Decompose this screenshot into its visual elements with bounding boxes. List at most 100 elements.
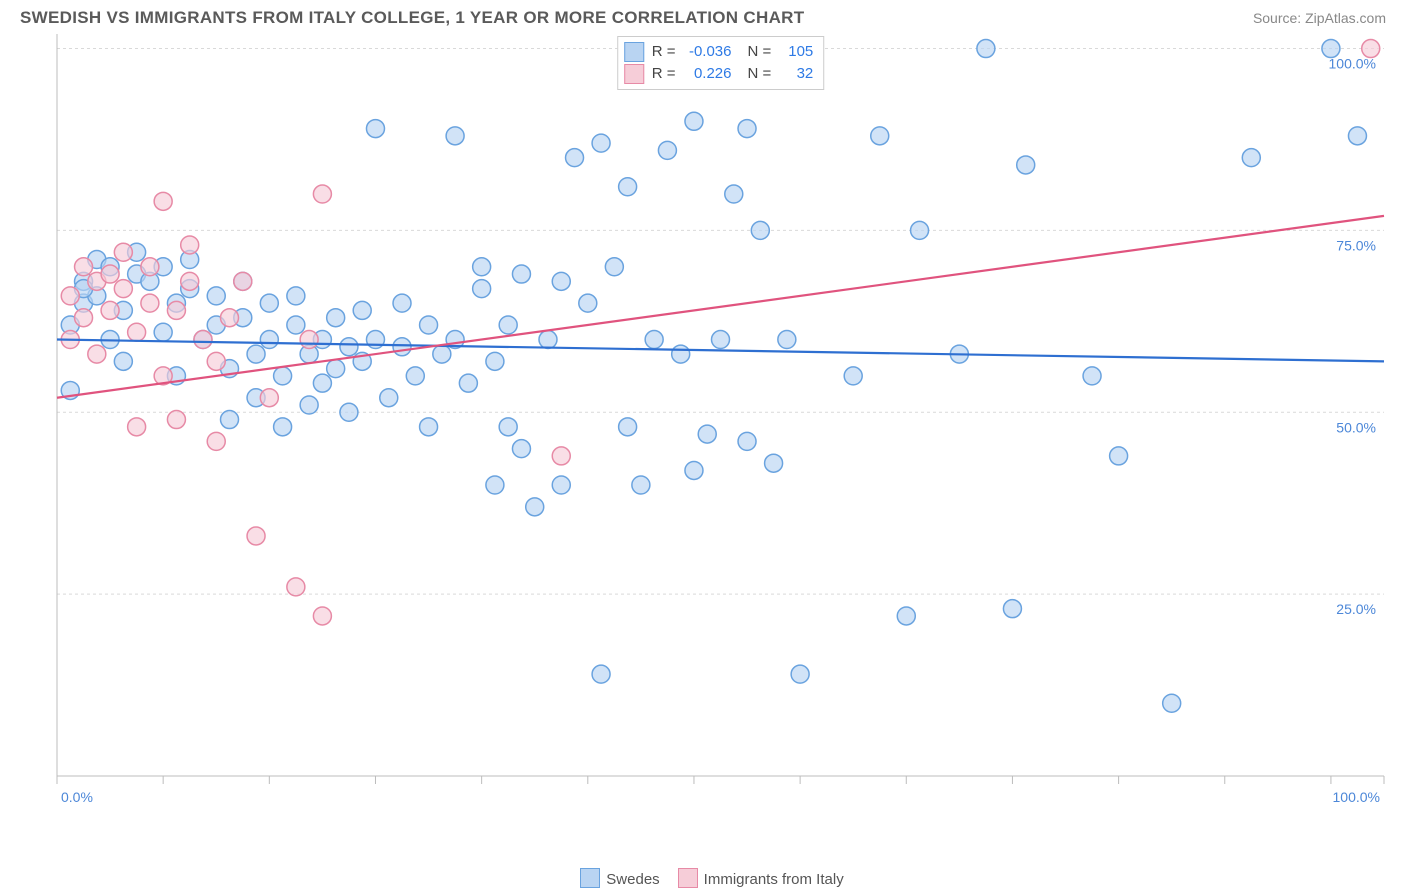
italy-point (260, 389, 278, 407)
swedes-point (685, 112, 703, 130)
swedes-point (207, 287, 225, 305)
swedes-point (552, 272, 570, 290)
swedes-point (247, 345, 265, 363)
swedes-point (486, 476, 504, 494)
legend-label: Swedes (606, 871, 659, 888)
legend-swatch (624, 64, 644, 84)
swedes-point (632, 476, 650, 494)
italy-point (207, 352, 225, 370)
swedes-point (287, 287, 305, 305)
swedes-point (486, 352, 504, 370)
swedes-point (738, 432, 756, 450)
swedes-point (353, 301, 371, 319)
italy-point (75, 258, 93, 276)
swedes-point (459, 374, 477, 392)
n-label: N = (748, 41, 772, 63)
italy-point (221, 309, 239, 327)
swedes-point (473, 258, 491, 276)
swedes-point (433, 345, 451, 363)
swedes-point (287, 316, 305, 334)
swedes-point (114, 352, 132, 370)
swedes-point (579, 294, 597, 312)
swedes-point (260, 294, 278, 312)
swedes-point (1003, 600, 1021, 618)
italy-point (552, 447, 570, 465)
swedes-point (712, 331, 730, 349)
r-value: -0.036 (684, 41, 732, 63)
swedes-point (844, 367, 862, 385)
italy-point (1362, 40, 1380, 58)
italy-point (181, 236, 199, 254)
swedes-point (738, 120, 756, 138)
italy-point (61, 287, 79, 305)
swedes-point (420, 418, 438, 436)
corr-row: R =0.226N =32 (624, 63, 814, 85)
swedes-point (685, 461, 703, 479)
chart-area: College, 1 year or more ZIPatlas 25.0%50… (55, 32, 1386, 822)
x-right-label: 100.0% (1333, 789, 1380, 805)
y-tick-label: 25.0% (1336, 601, 1376, 617)
bottom-legend: Swedes Immigrants from Italy (0, 868, 1406, 888)
swedes-point (327, 309, 345, 327)
swedes-point (1322, 40, 1340, 58)
swedes-point (552, 476, 570, 494)
swedes-point (526, 498, 544, 516)
legend-label: Immigrants from Italy (704, 871, 844, 888)
swedes-point (1163, 694, 1181, 712)
italy-point (154, 192, 172, 210)
swedes-point (1348, 127, 1366, 145)
swedes-point (393, 338, 411, 356)
swedes-point (658, 141, 676, 159)
swedes-point (406, 367, 424, 385)
n-label: N = (748, 63, 772, 85)
italy-point (141, 294, 159, 312)
swedes-point (327, 360, 345, 378)
swedes-point (366, 120, 384, 138)
italy-point (114, 243, 132, 261)
swedes-point (871, 127, 889, 145)
y-tick-label: 75.0% (1336, 237, 1376, 253)
legend-swatch (580, 868, 600, 888)
italy-point (114, 280, 132, 298)
swedes-point (380, 389, 398, 407)
swedes-point (619, 178, 637, 196)
swedes-point (1017, 156, 1035, 174)
swedes-point (221, 411, 239, 429)
italy-point (287, 578, 305, 596)
swedes-point (1242, 149, 1260, 167)
swedes-point (473, 280, 491, 298)
swedes-point (274, 418, 292, 436)
legend-swatch (624, 42, 644, 62)
italy-point (101, 265, 119, 283)
italy-point (247, 527, 265, 545)
italy-point (234, 272, 252, 290)
swedes-point (1083, 367, 1101, 385)
swedes-point (645, 331, 663, 349)
swedes-point (274, 367, 292, 385)
swedes-point (539, 331, 557, 349)
swedes-point (340, 403, 358, 421)
n-value: 105 (779, 41, 813, 63)
swedes-point (791, 665, 809, 683)
italy-point (300, 331, 318, 349)
swedes-point (393, 294, 411, 312)
italy-point (313, 607, 331, 625)
swedes-point (313, 374, 331, 392)
swedes-point (725, 185, 743, 203)
swedes-point (499, 418, 517, 436)
swedes-point (260, 331, 278, 349)
n-value: 32 (779, 63, 813, 85)
swedes-point (592, 665, 610, 683)
corr-row: R =-0.036N =105 (624, 41, 814, 63)
italy-point (167, 411, 185, 429)
correlation-legend: R =-0.036N =105R =0.226N =32 (617, 36, 825, 90)
swedes-point (778, 331, 796, 349)
italy-point (194, 331, 212, 349)
legend-swatch (678, 868, 698, 888)
italy-point (167, 301, 185, 319)
swedes-point (619, 418, 637, 436)
swedes-point (512, 440, 530, 458)
r-value: 0.226 (684, 63, 732, 85)
swedes-point (512, 265, 530, 283)
italy-point (75, 309, 93, 327)
